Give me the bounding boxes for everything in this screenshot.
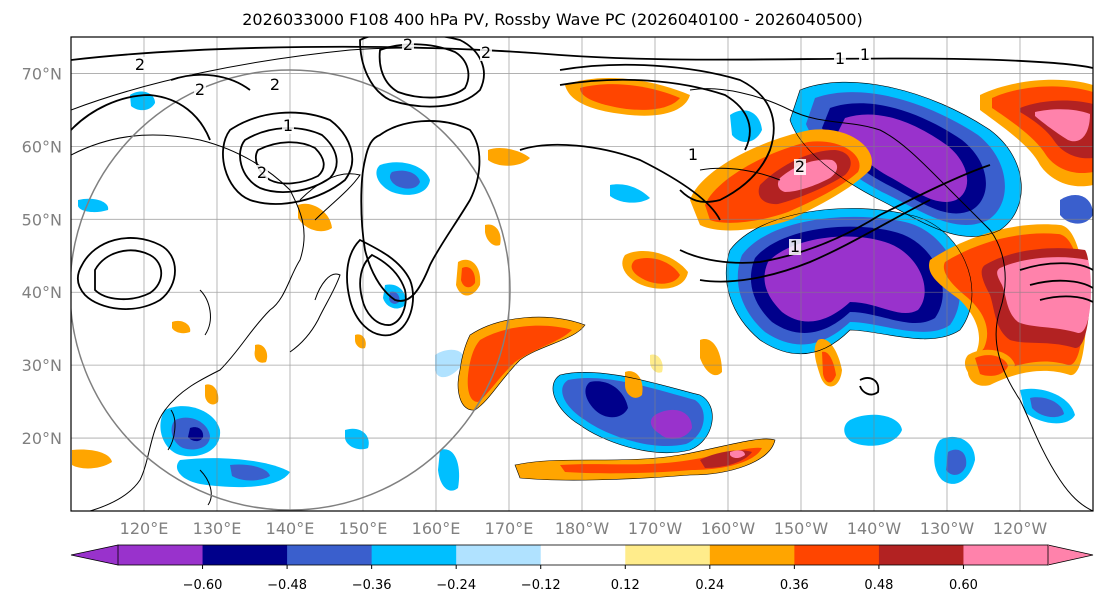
positive-anomaly-subtropical-central — [458, 317, 585, 411]
pv-label-bg-3 — [402, 37, 414, 53]
pv-label-bg-11 — [789, 239, 801, 255]
lon-label-11: 130°W — [920, 519, 975, 538]
negative-anomaly-north-pacific-east — [726, 208, 972, 354]
latitude-labels: 70°N 60°N 50°N 40°N 30°N 20°N — [22, 64, 62, 448]
map-title: 2026033000 F108 400 hPa PV, Rossby Wave … — [242, 10, 863, 29]
colorbar-label-5: 0.12 — [611, 578, 640, 593]
range-circle — [71, 69, 511, 511]
longitude-labels: 120°E 130°E 140°E 150°E 160°E 170°E 180°W 170°W… — [120, 519, 1048, 538]
lon-label-12: 120°W — [993, 519, 1048, 538]
lat-label-2: 50°N — [22, 210, 62, 229]
lon-label-6: 180°W — [555, 519, 610, 538]
pv-label-bg-1 — [194, 82, 206, 98]
lon-label-4: 160°E — [412, 519, 461, 538]
lon-label-8: 160°W — [701, 519, 756, 538]
colorbar-label-7: 0.36 — [780, 578, 809, 593]
lat-label-1: 60°N — [22, 137, 62, 156]
map-frame — [70, 36, 1094, 512]
lon-label-5: 170°E — [485, 519, 534, 538]
pv-label-bg-6 — [282, 118, 294, 134]
lon-label-9: 150°W — [774, 519, 829, 538]
negative-anomaly-small-cells — [78, 91, 1093, 491]
negative-anomaly-philippine-sea — [160, 406, 221, 457]
colorbar-extend-min — [70, 544, 119, 566]
lon-label-10: 140°W — [847, 519, 902, 538]
colorbar-frame — [117, 544, 1049, 566]
colorbar-swatch-9 — [878, 545, 965, 565]
colorbar-label-2: −0.36 — [352, 578, 392, 593]
positive-anomaly-alaska-east — [980, 79, 1093, 187]
pv-label-bg-2 — [269, 77, 281, 93]
positive-anomaly-small-cells — [72, 147, 1015, 469]
pv-contour-label-7: 2 — [257, 163, 267, 182]
colorbar-label-6: 0.24 — [695, 578, 724, 593]
pv-contour-label-9: 1 — [688, 145, 698, 164]
colorbar-swatch-8 — [794, 545, 880, 565]
pv-label-bg-5 — [834, 51, 846, 67]
pv-contour-label-5: 1 — [835, 49, 845, 68]
colorbar-swatch-7 — [709, 545, 796, 565]
lon-label-3: 150°E — [339, 519, 388, 538]
colorbar-extend-max — [1047, 544, 1094, 566]
colorbar-label-1: −0.48 — [267, 578, 307, 593]
colorbar-swatch-2 — [287, 545, 373, 565]
pv-contours — [71, 37, 1093, 396]
pv-label-bg-0 — [134, 57, 146, 73]
pv-label-bg-4 — [480, 45, 492, 61]
pv-contour-label-0: 2 — [135, 55, 145, 74]
negative-anomaly-central-pacific — [552, 372, 713, 453]
colorbar-label-0: −0.60 — [183, 578, 223, 593]
negative-anomaly-gulf-of-alaska — [790, 82, 1022, 237]
colorbar-swatch-5 — [540, 545, 627, 565]
colorbar-swatch-10 — [963, 545, 1049, 565]
lon-label-0: 120°E — [120, 519, 169, 538]
pv-contour-label-1: 2 — [195, 80, 205, 99]
lat-label-3: 40°N — [22, 283, 62, 302]
colorbar-swatch-6 — [625, 545, 711, 565]
lat-label-5: 20°N — [22, 429, 62, 448]
lat-label-0: 70°N — [22, 64, 62, 83]
positive-anomaly-western-us — [929, 224, 1091, 386]
colorbar-label-9: 0.60 — [949, 578, 978, 593]
pv-contour-label-11: 1 — [790, 237, 800, 256]
pv-label-bg-10 — [794, 159, 806, 175]
colorbar-swatch-0 — [117, 545, 204, 565]
pv-contour-label-3: 2 — [403, 35, 413, 54]
lat-label-4: 30°N — [22, 356, 62, 375]
lon-label-7: 170°W — [628, 519, 683, 538]
pc-shading — [72, 77, 1093, 491]
pv-label-bg-8 — [859, 47, 871, 63]
colorbar-label-3: −0.24 — [436, 578, 476, 593]
colorbar-swatch-3 — [371, 545, 458, 565]
colorbar-tick-labels: −0.60 −0.48 −0.36 −0.24 −0.12 0.12 0.24 0.36 0.4… — [183, 565, 978, 593]
pv-contour-label-2: 2 — [270, 75, 280, 94]
colorbar-swatch-1 — [202, 545, 289, 565]
lon-label-1: 130°E — [193, 519, 242, 538]
lon-label-2: 140°E — [266, 519, 315, 538]
colorbar — [70, 544, 1094, 566]
colorbar-label-8: 0.48 — [864, 578, 893, 593]
pv-label-bg-7 — [256, 165, 268, 181]
pv-contour-label-10: 2 — [795, 157, 805, 176]
pv-label-bg-9 — [687, 147, 699, 163]
colorbar-label-4: −0.12 — [521, 578, 561, 593]
map-gridlines — [71, 37, 1093, 511]
pv-contour-label-4: 2 — [481, 43, 491, 62]
colorbar-swatch-4 — [456, 545, 542, 565]
pv-contour-label-8: 1 — [860, 45, 870, 64]
pv-contour-label-6: 1 — [283, 116, 293, 135]
positive-anomaly-ne-pacific — [690, 129, 872, 231]
